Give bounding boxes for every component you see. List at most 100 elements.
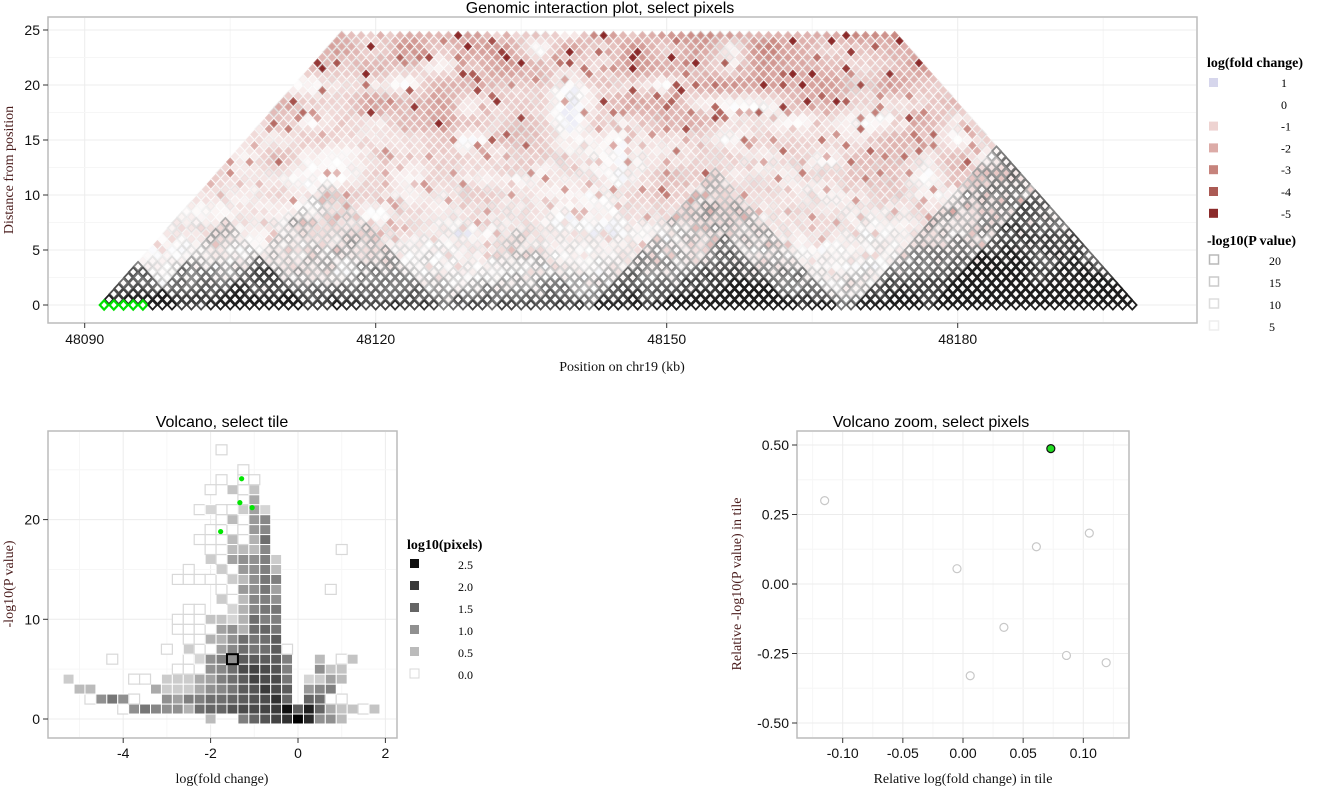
pixel-diamond[interactable] xyxy=(404,40,416,53)
pixel-diamond[interactable] xyxy=(884,112,896,124)
volcano-tile[interactable] xyxy=(237,653,250,665)
pixel-diamond[interactable] xyxy=(554,57,566,69)
pixel-diamond[interactable] xyxy=(268,106,280,119)
pixel-diamond[interactable] xyxy=(661,46,673,58)
pixel-diamond[interactable] xyxy=(777,101,789,113)
pixel-diamond[interactable] xyxy=(845,90,857,102)
pixel-diamond[interactable] xyxy=(370,68,382,80)
pixel-diamond[interactable] xyxy=(884,35,896,47)
pixel-diamond[interactable] xyxy=(767,68,779,80)
pixel-diamond[interactable] xyxy=(350,90,362,102)
pixel-diamond[interactable] xyxy=(738,79,750,91)
pixel-diamond[interactable] xyxy=(763,73,775,86)
pixel-diamond[interactable] xyxy=(535,90,547,102)
volcano-tile[interactable] xyxy=(335,693,348,705)
pixel-diamond[interactable] xyxy=(724,73,736,86)
pixel-diamond[interactable] xyxy=(792,29,804,42)
pixel-diamond[interactable] xyxy=(782,40,794,53)
volcano-tile[interactable] xyxy=(324,713,337,725)
volcano-tile[interactable] xyxy=(270,623,283,635)
pixel-diamond[interactable] xyxy=(491,95,503,108)
pixel-diamond[interactable] xyxy=(433,106,445,119)
pixel-diamond[interactable] xyxy=(384,73,396,86)
pixel-diamond[interactable] xyxy=(341,101,353,113)
pixel-diamond[interactable] xyxy=(636,40,648,53)
pixel-diamond[interactable] xyxy=(952,112,964,124)
volcano-tile[interactable] xyxy=(237,603,250,615)
pixel-diamond[interactable] xyxy=(476,35,488,47)
pixel-diamond[interactable] xyxy=(311,90,324,102)
pixel-diamond[interactable] xyxy=(704,106,716,119)
pixel-diamond[interactable] xyxy=(350,68,362,80)
pixel-diamond[interactable] xyxy=(748,101,760,113)
pixel-diamond[interactable] xyxy=(675,40,687,53)
pixel-diamond[interactable] xyxy=(695,95,707,108)
volcano-tile[interactable] xyxy=(259,673,272,685)
pixel-diamond[interactable] xyxy=(714,84,726,97)
pixel-diamond[interactable] xyxy=(903,101,915,113)
pixel-diamond[interactable] xyxy=(583,101,595,113)
pixel-diamond[interactable] xyxy=(549,117,561,130)
pixel-diamond[interactable] xyxy=(282,101,294,113)
volcano-tile[interactable] xyxy=(226,603,239,615)
pixel-diamond[interactable] xyxy=(792,51,804,64)
volcano-tile[interactable] xyxy=(215,643,228,655)
volcano-tile[interactable] xyxy=(226,544,239,555)
pixel-diamond[interactable] xyxy=(316,106,328,119)
pixel-diamond[interactable] xyxy=(408,123,421,135)
volcano-tile[interactable] xyxy=(346,703,359,715)
pixel-diamond[interactable] xyxy=(753,95,765,108)
pixel-diamond[interactable] xyxy=(840,29,852,42)
pixel-diamond[interactable] xyxy=(729,68,741,80)
pixel-diamond[interactable] xyxy=(704,95,716,108)
pixel-diamond[interactable] xyxy=(675,84,687,97)
pixel-diamond[interactable] xyxy=(588,62,600,75)
volcano-tile[interactable] xyxy=(182,703,195,715)
pixel-diamond[interactable] xyxy=(627,84,639,97)
pixel-diamond[interactable] xyxy=(544,68,556,80)
pixel-diamond[interactable] xyxy=(850,117,862,130)
pixel-diamond[interactable] xyxy=(355,84,367,97)
pixel-diamond[interactable] xyxy=(908,84,920,97)
pixel-diamond[interactable] xyxy=(699,90,712,102)
volcano-tile[interactable] xyxy=(248,534,261,546)
pixel-diamond[interactable] xyxy=(811,62,823,75)
volcano-tile[interactable] xyxy=(215,613,228,625)
pixel-diamond[interactable] xyxy=(607,84,619,97)
pixel-diamond[interactable] xyxy=(845,101,857,113)
pixel-diamond[interactable] xyxy=(472,73,484,86)
pixel-diamond[interactable] xyxy=(583,57,595,69)
pixel-diamond[interactable] xyxy=(598,73,610,86)
pixel-diamond[interactable] xyxy=(263,123,275,135)
pixel-diamond[interactable] xyxy=(622,101,634,113)
pixel-diamond[interactable] xyxy=(360,68,372,80)
pixel-diamond[interactable] xyxy=(282,90,294,102)
volcano-tile[interactable] xyxy=(248,623,261,635)
pixel-diamond[interactable] xyxy=(632,57,644,69)
volcano-tile[interactable] xyxy=(237,504,250,516)
volcano-tile[interactable] xyxy=(226,484,239,496)
pixel-diamond[interactable] xyxy=(733,51,745,64)
pixel-diamond[interactable] xyxy=(433,40,445,53)
volcano-tile[interactable] xyxy=(226,693,239,705)
pixel-diamond[interactable] xyxy=(476,68,488,80)
pixel-diamond[interactable] xyxy=(578,117,590,130)
pixel-diamond[interactable] xyxy=(719,35,731,47)
pixel-diamond[interactable] xyxy=(961,112,973,124)
pixel-diamond[interactable] xyxy=(729,46,741,58)
volcano-tile[interactable] xyxy=(226,633,239,645)
volcano-tile[interactable] xyxy=(193,683,206,695)
volcano-tile[interactable] xyxy=(259,613,272,625)
pixel-diamond[interactable] xyxy=(864,79,876,91)
pixel-diamond[interactable] xyxy=(554,123,566,135)
pixel-diamond[interactable] xyxy=(530,73,542,86)
pixel-diamond[interactable] xyxy=(738,90,750,102)
pixel-diamond[interactable] xyxy=(530,62,542,75)
pixel-diamond[interactable] xyxy=(704,62,716,75)
pixel-diamond[interactable] xyxy=(413,29,425,42)
pixel-diamond[interactable] xyxy=(646,73,658,86)
volcano-tile[interactable] xyxy=(215,633,228,645)
pixel-diamond[interactable] xyxy=(695,40,707,53)
pixel-diamond[interactable] xyxy=(816,35,828,47)
pixel-diamond[interactable] xyxy=(573,46,585,58)
